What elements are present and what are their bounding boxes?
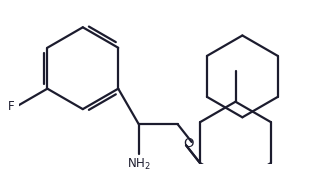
Text: O: O [184,137,194,150]
Text: NH$_2$: NH$_2$ [127,157,151,172]
Text: F: F [8,100,14,113]
